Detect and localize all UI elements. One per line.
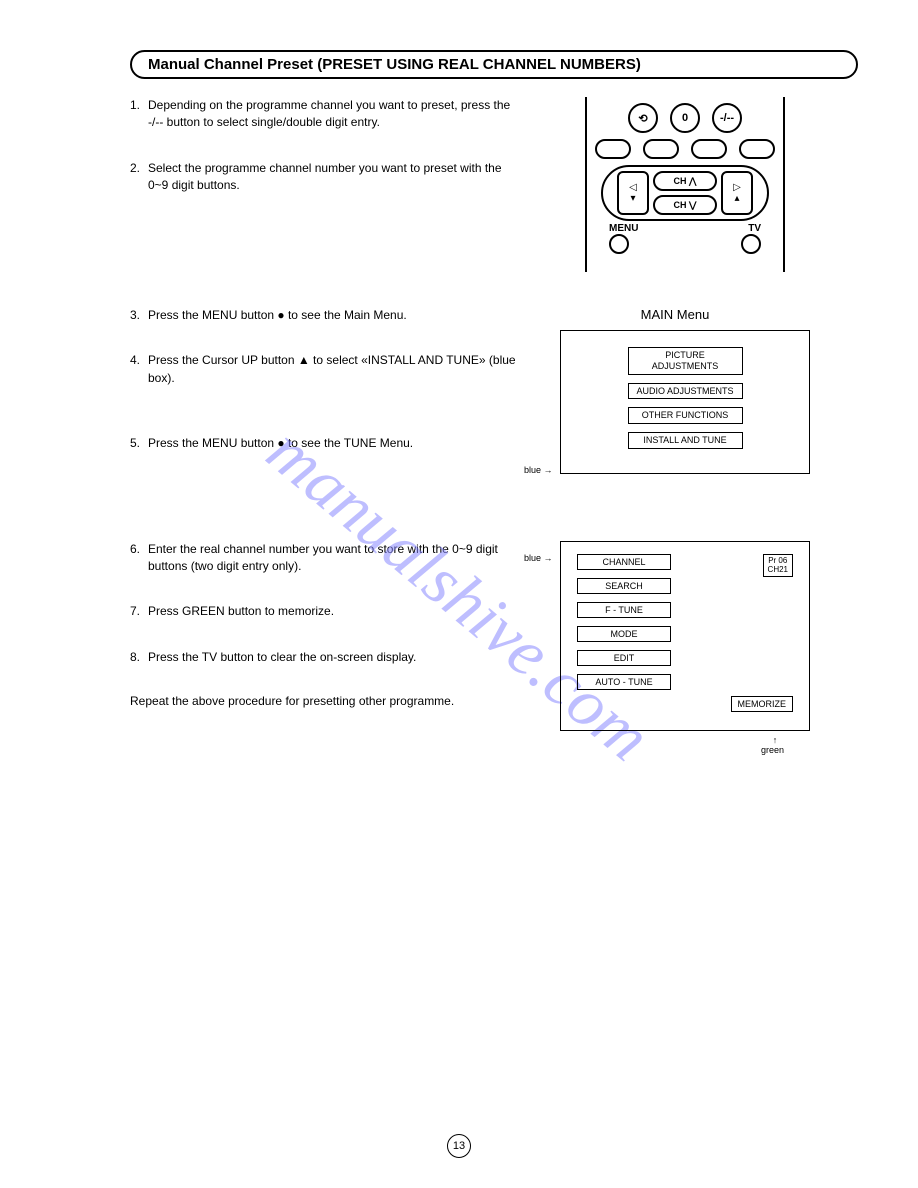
repeat-note: Repeat the above procedure for presettin… [130, 694, 520, 708]
remote-vol-up: ▷▴ [721, 171, 753, 215]
row-main-menu: 3. Press the MENU button ● to see the Ma… [130, 307, 858, 481]
blue-arrow-label: blue → [524, 465, 553, 475]
remote-label-row: MENU TV [595, 223, 775, 234]
step-text: Press the TV button to clear the on-scre… [148, 649, 416, 666]
tune-search: SEARCH [577, 578, 671, 594]
step-num: 2. [130, 160, 148, 195]
remote-top-row: ⟲ 0 -/-- [595, 103, 775, 133]
remote-ch-down: CH ⋁ [653, 195, 717, 215]
step-num: 3. [130, 307, 148, 324]
main-menu-col: MAIN Menu blue → PICTURE ADJUSTMENTS AUD… [540, 307, 810, 474]
steps-6-8: 6. Enter the real channel number you wan… [130, 541, 520, 709]
green-label: green [735, 745, 810, 755]
tune-info-box: Pr 06 CH21 [763, 554, 793, 577]
step-text: Select the programme channel number you … [148, 160, 520, 195]
remote-oval-2 [643, 139, 679, 159]
step-text: Press GREEN button to memorize. [148, 603, 334, 620]
step-4: 4. Press the Cursor UP button ▲ to selec… [130, 352, 520, 387]
step-text: Depending on the programme channel you w… [148, 97, 520, 132]
step-num: 8. [130, 649, 148, 666]
remote-oval-1 [595, 139, 631, 159]
remote-vol-down: ◁▾ [617, 171, 649, 215]
row-tune-menu: 6. Enter the real channel number you wan… [130, 541, 858, 755]
tune-memorize: MEMORIZE [731, 696, 794, 712]
step-3: 3. Press the MENU button ● to see the Ma… [130, 307, 520, 324]
step-num: 7. [130, 603, 148, 620]
blue-arrow-label-2: blue → [524, 553, 553, 563]
step-text: Enter the real channel number you want t… [148, 541, 520, 576]
remote-nav-group: ◁▾ CH ⋀ CH ⋁ ▷▴ [601, 165, 769, 221]
green-arrow: ↑ [740, 735, 810, 745]
remote-btn-recall: ⟲ [628, 103, 658, 133]
remote-oval-3 [691, 139, 727, 159]
step-6: 6. Enter the real channel number you wan… [130, 541, 520, 576]
step-num: 4. [130, 352, 148, 387]
remote-oval-row [595, 139, 775, 159]
tv-button-icon [741, 234, 761, 254]
tune-menu-col: blue → Pr 06 CH21 CHANNEL SEARCH F - TUN… [540, 541, 810, 755]
step-text: Press the Cursor UP button ▲ to select «… [148, 352, 520, 387]
step-num: 1. [130, 97, 148, 132]
remote-btn-digit-toggle: -/-- [712, 103, 742, 133]
manual-page: manualshive.com Manual Channel Preset (P… [0, 0, 918, 1188]
main-menu-title: MAIN Menu [540, 307, 810, 322]
menu-label: MENU [609, 223, 638, 234]
step-text: Press the MENU button ● to see the TUNE … [148, 435, 413, 452]
remote-ch-col: CH ⋀ CH ⋁ [653, 171, 717, 215]
tune-menu-osd: Pr 06 CH21 CHANNEL SEARCH F - TUNE MODE … [560, 541, 810, 731]
tune-info-ch: CH21 [768, 565, 788, 575]
step-8: 8. Press the TV button to clear the on-s… [130, 649, 520, 666]
main-menu-osd: PICTURE ADJUSTMENTS AUDIO ADJUSTMENTS OT… [560, 330, 810, 474]
menu-audio-adjustments: AUDIO ADJUSTMENTS [628, 383, 743, 400]
menu-button-icon [609, 234, 629, 254]
step-7: 7. Press GREEN button to memorize. [130, 603, 520, 620]
tune-auto-tune: AUTO - TUNE [577, 674, 671, 690]
steps-3-5: 3. Press the MENU button ● to see the Ma… [130, 307, 520, 481]
step-2: 2. Select the programme channel number y… [130, 160, 520, 195]
row-remote: 1. Depending on the programme channel yo… [130, 97, 858, 272]
tune-f-tune: F - TUNE [577, 602, 671, 618]
tune-channel: CHANNEL [577, 554, 671, 570]
step-num: 5. [130, 435, 148, 452]
tune-mode: MODE [577, 626, 671, 642]
menu-picture-adjustments: PICTURE ADJUSTMENTS [628, 347, 743, 375]
remote-bottom-circles [595, 234, 775, 254]
remote-diagram: ⟲ 0 -/-- ◁▾ CH ⋀ CH ⋁ ▷▴ [585, 97, 785, 272]
step-text: Press the MENU button ● to see the Main … [148, 307, 407, 324]
tune-edit: EDIT [577, 650, 671, 666]
section-title: Manual Channel Preset (PRESET USING REAL… [130, 50, 858, 79]
remote-ch-up: CH ⋀ [653, 171, 717, 191]
tune-info-pr: Pr 06 [768, 556, 788, 566]
page-number: 13 [447, 1134, 471, 1158]
remote-btn-0: 0 [670, 103, 700, 133]
menu-install-and-tune: INSTALL AND TUNE [628, 432, 743, 449]
step-1: 1. Depending on the programme channel yo… [130, 97, 520, 132]
menu-other-functions: OTHER FUNCTIONS [628, 407, 743, 424]
remote-oval-4 [739, 139, 775, 159]
tv-label: TV [748, 223, 761, 234]
steps-1-2: 1. Depending on the programme channel yo… [130, 97, 520, 223]
step-num: 6. [130, 541, 148, 576]
step-5: 5. Press the MENU button ● to see the TU… [130, 435, 520, 452]
remote-col: ⟲ 0 -/-- ◁▾ CH ⋀ CH ⋁ ▷▴ [540, 97, 810, 272]
